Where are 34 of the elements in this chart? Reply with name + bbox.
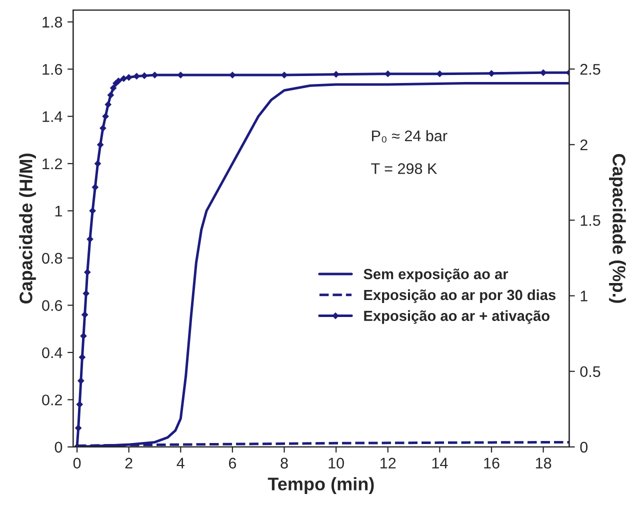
y2-tick-label: 2.5 bbox=[580, 64, 600, 75]
x-tick-label: 16 bbox=[484, 458, 500, 469]
x-tick-label: 12 bbox=[380, 458, 396, 468]
x-tick-label: 18 bbox=[536, 458, 552, 469]
y-axis-title: Capacidade (H/M) bbox=[19, 154, 36, 304]
annotation: T = 298 K bbox=[371, 163, 438, 174]
y2-tick-label: 1 bbox=[580, 290, 588, 302]
y-tick-label: 0 bbox=[54, 442, 62, 453]
x-tick-label: 0 bbox=[73, 458, 81, 469]
legend-label: Exposição ao ar + ativação bbox=[364, 310, 550, 324]
y-tick-label: 1.8 bbox=[42, 16, 62, 28]
legend-label: Sem exposição ao ar bbox=[364, 268, 508, 282]
legend-label: Exposição ao ar por 30 dias bbox=[364, 289, 556, 304]
y-tick-label: 1.2 bbox=[42, 158, 62, 170]
annotation: P₀ ≈ 24 bar bbox=[372, 130, 448, 143]
y-tick-label: 0.6 bbox=[42, 300, 62, 311]
y2-tick-label: 0 bbox=[580, 442, 588, 453]
y2-tick-label: 2 bbox=[580, 139, 588, 150]
y-tick-label: 0.2 bbox=[42, 394, 62, 406]
y-tick-label: 1 bbox=[55, 206, 62, 216]
x-tick-label: 6 bbox=[228, 458, 236, 469]
y2-axis-title: Capacidade (%p.) bbox=[609, 154, 626, 303]
x-axis-title: Tempo (min) bbox=[268, 477, 374, 494]
x-tick-label: 10 bbox=[328, 458, 344, 469]
y-tick-label: 1.6 bbox=[42, 64, 62, 75]
y-tick-label: 0.8 bbox=[42, 252, 62, 264]
y-tick-label: 0.4 bbox=[42, 347, 62, 358]
y2-tick-label: 1.5 bbox=[580, 215, 600, 226]
x-tick-label: 4 bbox=[176, 458, 184, 468]
y2-tick-label: 0.5 bbox=[580, 366, 600, 378]
y-tick-label: 1.4 bbox=[42, 111, 62, 122]
x-tick-label: 14 bbox=[432, 458, 448, 468]
x-tick-label: 8 bbox=[280, 458, 288, 469]
x-tick-label: 2 bbox=[125, 458, 132, 468]
